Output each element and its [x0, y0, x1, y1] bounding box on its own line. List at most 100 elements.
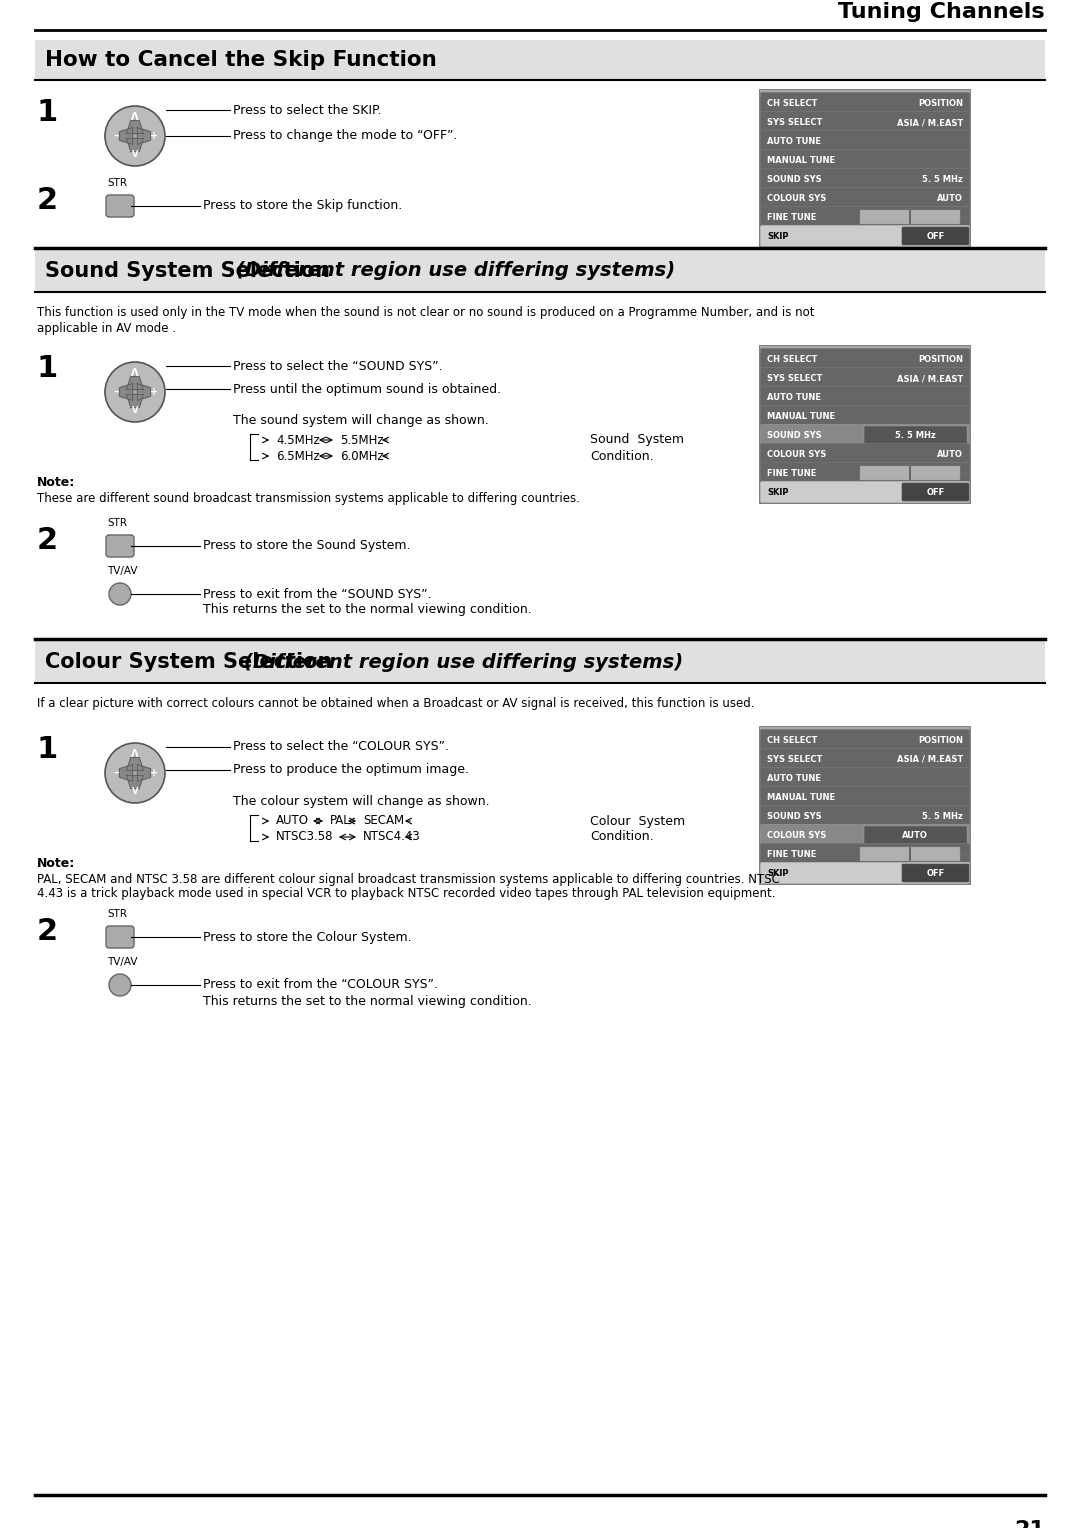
Text: (Different region use differing systems): (Different region use differing systems): [244, 652, 684, 671]
FancyBboxPatch shape: [760, 805, 970, 827]
Text: Condition.: Condition.: [590, 449, 653, 463]
FancyBboxPatch shape: [106, 926, 134, 947]
Text: OFF: OFF: [927, 487, 945, 497]
FancyBboxPatch shape: [760, 150, 970, 171]
Text: 4.43 is a trick playback mode used in special VCR to playback NTSC recorded vide: 4.43 is a trick playback mode used in sp…: [37, 886, 775, 900]
Text: NTSC4.43: NTSC4.43: [363, 831, 421, 843]
Text: (Different region use differing systems): (Different region use differing systems): [235, 261, 675, 281]
Polygon shape: [120, 764, 133, 781]
Text: STR: STR: [107, 909, 127, 918]
Text: Press to select the “SOUND SYS”.: Press to select the “SOUND SYS”.: [233, 359, 443, 373]
Text: This returns the set to the normal viewing condition.: This returns the set to the normal viewi…: [203, 995, 531, 1007]
FancyBboxPatch shape: [760, 90, 970, 248]
Text: 2: 2: [37, 186, 58, 215]
FancyBboxPatch shape: [860, 209, 960, 225]
Circle shape: [125, 762, 145, 782]
Text: POSITION: POSITION: [918, 736, 963, 746]
Text: MANUAL TUNE: MANUAL TUNE: [767, 793, 835, 802]
Circle shape: [105, 362, 165, 422]
FancyBboxPatch shape: [760, 729, 970, 750]
Text: SOUND SYS: SOUND SYS: [767, 431, 822, 440]
Text: TV/AV: TV/AV: [107, 565, 137, 576]
FancyBboxPatch shape: [864, 827, 967, 843]
Text: ›: ›: [963, 851, 966, 857]
Text: –: –: [113, 769, 119, 778]
Text: The colour system will change as shown.: The colour system will change as shown.: [233, 795, 489, 808]
Text: Press to store the Sound System.: Press to store the Sound System.: [203, 539, 410, 553]
Polygon shape: [126, 139, 144, 151]
Polygon shape: [126, 758, 144, 770]
Text: 5. 5 MHz: 5. 5 MHz: [894, 431, 935, 440]
Text: NTSC3.58: NTSC3.58: [276, 831, 334, 843]
Text: 2: 2: [37, 917, 58, 946]
Text: These are different sound broadcast transmission systems applicable to differing: These are different sound broadcast tran…: [37, 492, 580, 504]
Text: 6.5MHz: 6.5MHz: [276, 449, 320, 463]
Text: POSITION: POSITION: [918, 99, 963, 108]
Text: –: –: [113, 387, 119, 397]
FancyBboxPatch shape: [106, 196, 134, 217]
Text: The sound system will change as shown.: The sound system will change as shown.: [233, 414, 489, 426]
FancyBboxPatch shape: [760, 727, 970, 733]
Text: How to Cancel the Skip Function: How to Cancel the Skip Function: [45, 50, 436, 70]
FancyBboxPatch shape: [760, 226, 970, 246]
Text: 2: 2: [37, 526, 58, 555]
Text: Sound  System: Sound System: [590, 434, 684, 446]
Text: MANUAL TUNE: MANUAL TUNE: [767, 413, 835, 422]
FancyBboxPatch shape: [760, 93, 970, 113]
Text: This returns the set to the normal viewing condition.: This returns the set to the normal viewi…: [203, 604, 531, 616]
Polygon shape: [120, 384, 133, 400]
FancyBboxPatch shape: [760, 387, 970, 408]
Text: OFF: OFF: [927, 869, 945, 879]
Text: FINE TUNE: FINE TUNE: [767, 850, 816, 859]
Polygon shape: [126, 775, 144, 788]
FancyBboxPatch shape: [760, 727, 970, 885]
Text: 1: 1: [37, 354, 58, 384]
FancyBboxPatch shape: [864, 426, 967, 445]
FancyBboxPatch shape: [106, 535, 134, 558]
Polygon shape: [137, 128, 150, 145]
Text: Press to produce the optimum image.: Press to produce the optimum image.: [233, 764, 469, 776]
Text: Press to change the mode to “OFF”.: Press to change the mode to “OFF”.: [233, 130, 458, 142]
Text: SKIP: SKIP: [767, 232, 788, 241]
Text: CH SELECT: CH SELECT: [767, 736, 818, 746]
Circle shape: [105, 105, 165, 167]
Text: MANUAL TUNE: MANUAL TUNE: [767, 156, 835, 165]
Polygon shape: [120, 128, 133, 145]
FancyBboxPatch shape: [760, 825, 970, 845]
Text: V: V: [132, 406, 138, 416]
FancyBboxPatch shape: [760, 425, 970, 446]
Text: ›: ›: [963, 214, 966, 220]
FancyBboxPatch shape: [760, 348, 970, 370]
Text: FINE TUNE: FINE TUNE: [767, 469, 816, 478]
Text: 21: 21: [1014, 1520, 1045, 1528]
FancyBboxPatch shape: [760, 130, 970, 151]
Text: PAL, SECAM and NTSC 3.58 are different colour signal broadcast transmission syst: PAL, SECAM and NTSC 3.58 are different c…: [37, 872, 780, 886]
Text: TV/AV: TV/AV: [107, 957, 137, 967]
FancyBboxPatch shape: [902, 483, 969, 501]
Text: SKIP: SKIP: [767, 487, 788, 497]
Text: Press to select the “COLOUR SYS”.: Press to select the “COLOUR SYS”.: [233, 741, 449, 753]
Text: AUTO: AUTO: [902, 831, 928, 840]
Circle shape: [125, 127, 145, 145]
Circle shape: [105, 743, 165, 804]
Text: 1: 1: [37, 735, 58, 764]
Text: 5. 5 MHz: 5. 5 MHz: [922, 811, 963, 821]
FancyBboxPatch shape: [760, 443, 970, 465]
FancyBboxPatch shape: [902, 228, 969, 244]
Text: AUTO TUNE: AUTO TUNE: [767, 775, 821, 782]
Text: STR: STR: [107, 518, 127, 529]
Text: AUTO TUNE: AUTO TUNE: [767, 393, 821, 402]
Text: AUTO: AUTO: [937, 451, 963, 458]
Text: Note:: Note:: [37, 857, 76, 869]
Circle shape: [109, 584, 131, 605]
Text: Press to store the Colour System.: Press to store the Colour System.: [203, 931, 411, 943]
Text: COLOUR SYS: COLOUR SYS: [767, 451, 826, 458]
Text: If a clear picture with correct colours cannot be obtained when a Broadcast or A: If a clear picture with correct colours …: [37, 697, 755, 711]
FancyBboxPatch shape: [760, 345, 970, 353]
Text: V: V: [132, 787, 138, 796]
FancyBboxPatch shape: [760, 206, 970, 228]
FancyBboxPatch shape: [760, 405, 970, 426]
Text: V: V: [132, 150, 138, 159]
Text: SYS SELECT: SYS SELECT: [767, 374, 822, 384]
Text: SOUND SYS: SOUND SYS: [767, 176, 822, 183]
